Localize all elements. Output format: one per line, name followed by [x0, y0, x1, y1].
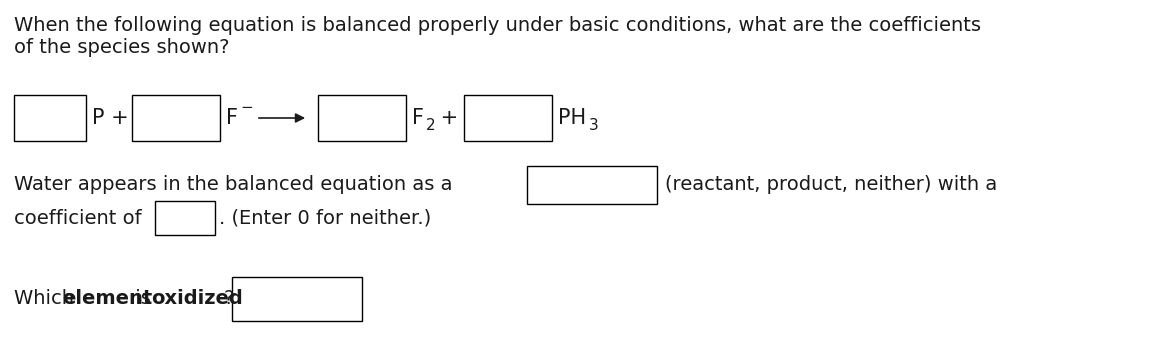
Text: F: F — [413, 108, 424, 128]
Text: (reactant, product, neither) with a: (reactant, product, neither) with a — [665, 175, 997, 195]
Text: 3: 3 — [589, 119, 598, 134]
Text: is: is — [129, 290, 157, 308]
Text: P +: P + — [92, 108, 129, 128]
Text: F: F — [225, 108, 238, 128]
Text: Which: Which — [14, 290, 80, 308]
Text: oxidized: oxidized — [151, 290, 243, 308]
Text: coefficient of: coefficient of — [14, 208, 142, 228]
Bar — [155, 201, 215, 235]
Text: Water appears in the balanced equation as a: Water appears in the balanced equation a… — [14, 175, 452, 195]
Bar — [318, 95, 406, 141]
Bar — [464, 95, 552, 141]
Text: of the species shown?: of the species shown? — [14, 38, 230, 57]
Text: ?: ? — [224, 290, 235, 308]
Bar — [14, 95, 86, 141]
Text: −: − — [241, 101, 253, 116]
Text: 2: 2 — [426, 119, 436, 134]
Bar — [132, 95, 220, 141]
Text: +: + — [433, 108, 458, 128]
Text: element: element — [62, 290, 152, 308]
Text: When the following equation is balanced properly under basic conditions, what ar: When the following equation is balanced … — [14, 16, 981, 35]
Text: PH: PH — [558, 108, 586, 128]
Bar — [528, 166, 657, 204]
Bar — [232, 277, 363, 321]
Text: . (Enter 0 for neither.): . (Enter 0 for neither.) — [218, 208, 431, 228]
